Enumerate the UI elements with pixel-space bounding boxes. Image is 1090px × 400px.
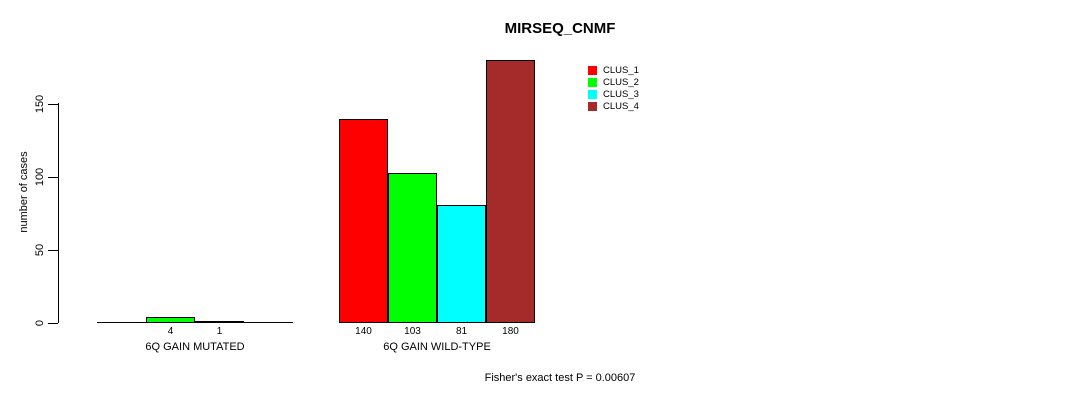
bar-clus_2-wildtype — [388, 173, 437, 323]
bar-clus_1-wildtype — [339, 119, 388, 323]
legend-label: CLUS_4 — [603, 101, 639, 113]
fisher-test-annotation: Fisher's exact test P = 0.00607 — [484, 372, 636, 384]
legend-item-clus_4: CLUS_4 — [588, 101, 639, 113]
legend-swatch-clus_4 — [588, 102, 597, 112]
y-tick-label: 100 — [34, 167, 46, 187]
bar-value-label: 4 — [167, 326, 174, 337]
x-group-label: 6Q GAIN MUTATED — [145, 341, 245, 353]
legend-item-clus_1: CLUS_1 — [588, 64, 639, 76]
y-tick-label: 150 — [34, 94, 46, 114]
y-tick-label: 50 — [34, 243, 46, 257]
y-tick-label: 0 — [34, 319, 46, 327]
legend-label: CLUS_3 — [603, 89, 639, 101]
bar-value-label: 140 — [355, 326, 372, 337]
y-tick-mark — [48, 322, 58, 324]
legend-item-clus_3: CLUS_3 — [588, 89, 639, 101]
bar-clus_3-mutated — [195, 321, 244, 323]
x-group-label: 6Q GAIN WILD-TYPE — [383, 341, 491, 353]
y-tick-mark — [48, 249, 58, 251]
bar-clus_4-wildtype — [486, 60, 535, 323]
y-tick-mark — [48, 103, 58, 105]
legend-swatch-clus_1 — [588, 65, 597, 75]
bar-value-label: 103 — [404, 326, 421, 337]
legend-item-clus_2: CLUS_2 — [588, 76, 639, 88]
legend-swatch-clus_3 — [588, 90, 597, 100]
bar-clus_3-wildtype — [437, 205, 486, 323]
y-axis-line — [58, 103, 59, 323]
legend-label: CLUS_2 — [603, 76, 639, 88]
bar-value-label: 1 — [216, 326, 223, 337]
bar-value-label: 81 — [455, 326, 468, 337]
y-tick-mark — [48, 176, 58, 178]
chart-title: MIRSEQ_CNMF — [504, 20, 616, 37]
legend-label: CLUS_1 — [603, 64, 639, 76]
y-axis-label: number of cases — [18, 151, 30, 233]
legend-swatch-clus_2 — [588, 77, 597, 87]
bar-value-label: 180 — [502, 326, 519, 337]
bar-clus_2-mutated — [146, 317, 195, 323]
